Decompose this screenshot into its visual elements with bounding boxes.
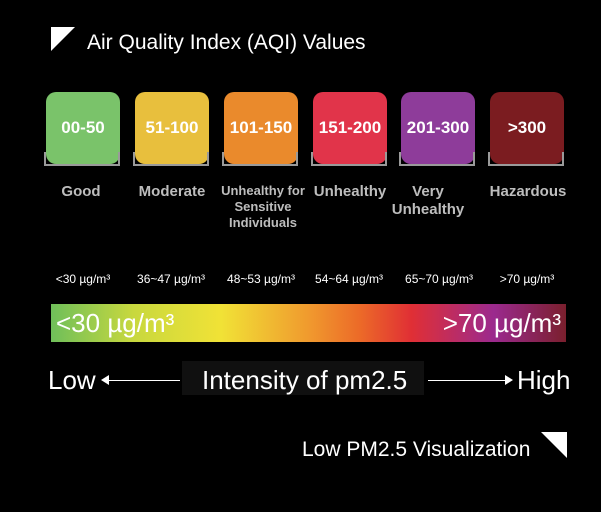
- scale-title: Intensity of pm2.5: [202, 365, 408, 395]
- aqi-tile-moderate: 51-100: [135, 92, 209, 164]
- bracket: [399, 152, 475, 166]
- category-label-sensitive: Unhealthy for Sensitive Individuals: [221, 183, 305, 230]
- concentration-good: <30 µg/m³: [55, 272, 111, 286]
- concentration-moderate: 36~47 µg/m³: [137, 272, 205, 286]
- pm25-gradient-bar: [51, 304, 566, 342]
- category-label-very-unhealthy: Very Unhealthy: [391, 183, 465, 218]
- page-title: Air Quality Index (AQI) Values: [87, 31, 366, 54]
- arrow-line: [108, 380, 180, 381]
- scale-high-label: High: [517, 365, 571, 395]
- scale-title-background: [182, 361, 424, 395]
- arrow-line: [428, 380, 506, 381]
- concentration-unhealthy: 54~64 µg/m³: [315, 272, 383, 286]
- scale-low-label: Low: [48, 365, 96, 395]
- caption-corner-triangle-icon: [541, 432, 567, 458]
- bracket: [222, 152, 298, 166]
- aqi-tile-unhealthy: 151-200: [313, 92, 387, 164]
- aqi-tile-very-unhealthy: 201-300: [401, 92, 475, 164]
- bracket: [44, 152, 120, 166]
- arrow-left-icon: [101, 375, 109, 385]
- aqi-tile-hazardous: >300: [490, 92, 564, 164]
- caption: Low PM2.5 Visualization: [302, 438, 531, 461]
- concentration-sensitive: 48~53 µg/m³: [227, 272, 295, 286]
- arrow-right-icon: [505, 375, 513, 385]
- bracket: [133, 152, 209, 166]
- category-label-moderate: Moderate: [138, 183, 206, 200]
- bracket: [311, 152, 387, 166]
- gradient-low-label: <30 µg/m³: [56, 308, 175, 338]
- title-corner-triangle-icon: [51, 27, 75, 51]
- aqi-tile-sensitive: 101-150: [224, 92, 298, 164]
- category-label-hazardous: Hazardous: [489, 183, 567, 200]
- aqi-tile-good: 00-50: [46, 92, 120, 164]
- concentration-very-unhealthy: 65~70 µg/m³: [405, 272, 473, 286]
- concentration-hazardous: >70 µg/m³: [499, 272, 555, 286]
- bracket: [488, 152, 564, 166]
- gradient-high-label: >70 µg/m³: [442, 308, 561, 338]
- category-label-good: Good: [61, 183, 101, 200]
- category-label-unhealthy: Unhealthy: [313, 183, 387, 200]
